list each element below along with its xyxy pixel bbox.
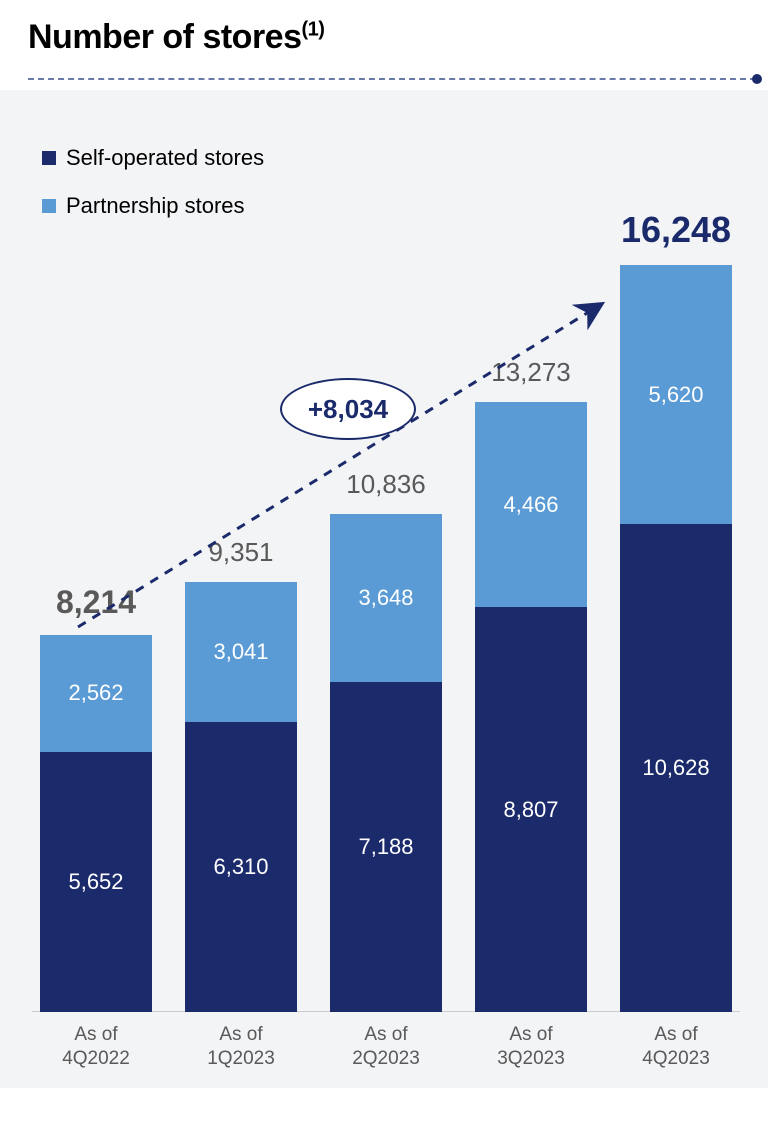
chart-title: Number of stores(1) bbox=[28, 18, 324, 56]
bar-segment-self: 5,652 bbox=[40, 752, 152, 1012]
bar-group: 8,214 2,562 5,652 bbox=[40, 584, 152, 1012]
bar-segment-partner: 4,466 bbox=[475, 402, 587, 607]
bar-segment-partner-label: 3,041 bbox=[213, 639, 268, 665]
bar-segment-self-label: 6,310 bbox=[213, 854, 268, 880]
bar-group: 13,273 4,466 8,807 bbox=[475, 357, 587, 1012]
bar-segment-self-label: 5,652 bbox=[68, 869, 123, 895]
growth-callout: +8,034 bbox=[280, 378, 416, 440]
legend: Self-operated stores Partnership stores bbox=[42, 145, 264, 241]
legend-swatch-self bbox=[42, 151, 56, 165]
bar-total-label: 13,273 bbox=[491, 357, 571, 388]
title-area: Number of stores(1) bbox=[0, 0, 768, 57]
legend-label-self: Self-operated stores bbox=[66, 145, 264, 171]
bars-container: 8,214 2,562 5,652 9,351 3,041 6,310 10,836 3,64… bbox=[40, 240, 732, 1012]
bar-group: 9,351 3,041 6,310 bbox=[185, 537, 297, 1012]
bar-group: 10,836 3,648 7,188 bbox=[330, 469, 442, 1012]
x-axis-category: As of1Q2023 bbox=[185, 1023, 297, 1072]
bar-segment-partner-label: 3,648 bbox=[358, 585, 413, 611]
chart-title-sup: (1) bbox=[302, 19, 325, 41]
bar-segment-partner-label: 2,562 bbox=[68, 680, 123, 706]
plot-area: 8,214 2,562 5,652 9,351 3,041 6,310 10,836 3,64… bbox=[40, 240, 732, 1012]
bar-total-label: 9,351 bbox=[208, 537, 273, 568]
x-axis-category: As of3Q2023 bbox=[475, 1023, 587, 1072]
x-axis: As of4Q2022 As of1Q2023 As of2Q2023 As of3Q… bbox=[40, 1023, 732, 1072]
bar-segment-self-label: 7,188 bbox=[358, 834, 413, 860]
legend-item-partner: Partnership stores bbox=[42, 193, 264, 219]
divider-dot-icon bbox=[752, 74, 762, 84]
legend-swatch-partner bbox=[42, 199, 56, 213]
x-axis-category: As of4Q2023 bbox=[620, 1023, 732, 1072]
growth-callout-text: +8,034 bbox=[308, 394, 388, 425]
bar-segment-self: 10,628 bbox=[620, 524, 732, 1012]
bar-total-label: 16,248 bbox=[621, 209, 731, 251]
bar-group: 16,248 5,620 10,628 bbox=[620, 209, 732, 1012]
bar-total-label: 8,214 bbox=[56, 584, 136, 621]
chart-title-text: Number of stores bbox=[28, 18, 302, 56]
bar-segment-self: 6,310 bbox=[185, 722, 297, 1012]
bar-segment-self: 8,807 bbox=[475, 607, 587, 1012]
bar-total-label: 10,836 bbox=[346, 469, 426, 500]
bar-segment-self-label: 8,807 bbox=[503, 797, 558, 823]
bar-segment-partner: 3,041 bbox=[185, 582, 297, 722]
bar-segment-partner: 3,648 bbox=[330, 514, 442, 682]
bar-segment-partner-label: 5,620 bbox=[648, 382, 703, 408]
bar-segment-partner: 2,562 bbox=[40, 635, 152, 753]
legend-item-self: Self-operated stores bbox=[42, 145, 264, 171]
x-axis-category: As of2Q2023 bbox=[330, 1023, 442, 1072]
bar-segment-self: 7,188 bbox=[330, 682, 442, 1012]
bar-segment-partner: 5,620 bbox=[620, 265, 732, 523]
x-axis-category: As of4Q2022 bbox=[40, 1023, 152, 1072]
bar-segment-partner-label: 4,466 bbox=[503, 492, 558, 518]
title-divider bbox=[28, 78, 756, 80]
bar-segment-self-label: 10,628 bbox=[642, 755, 709, 781]
legend-label-partner: Partnership stores bbox=[66, 193, 245, 219]
